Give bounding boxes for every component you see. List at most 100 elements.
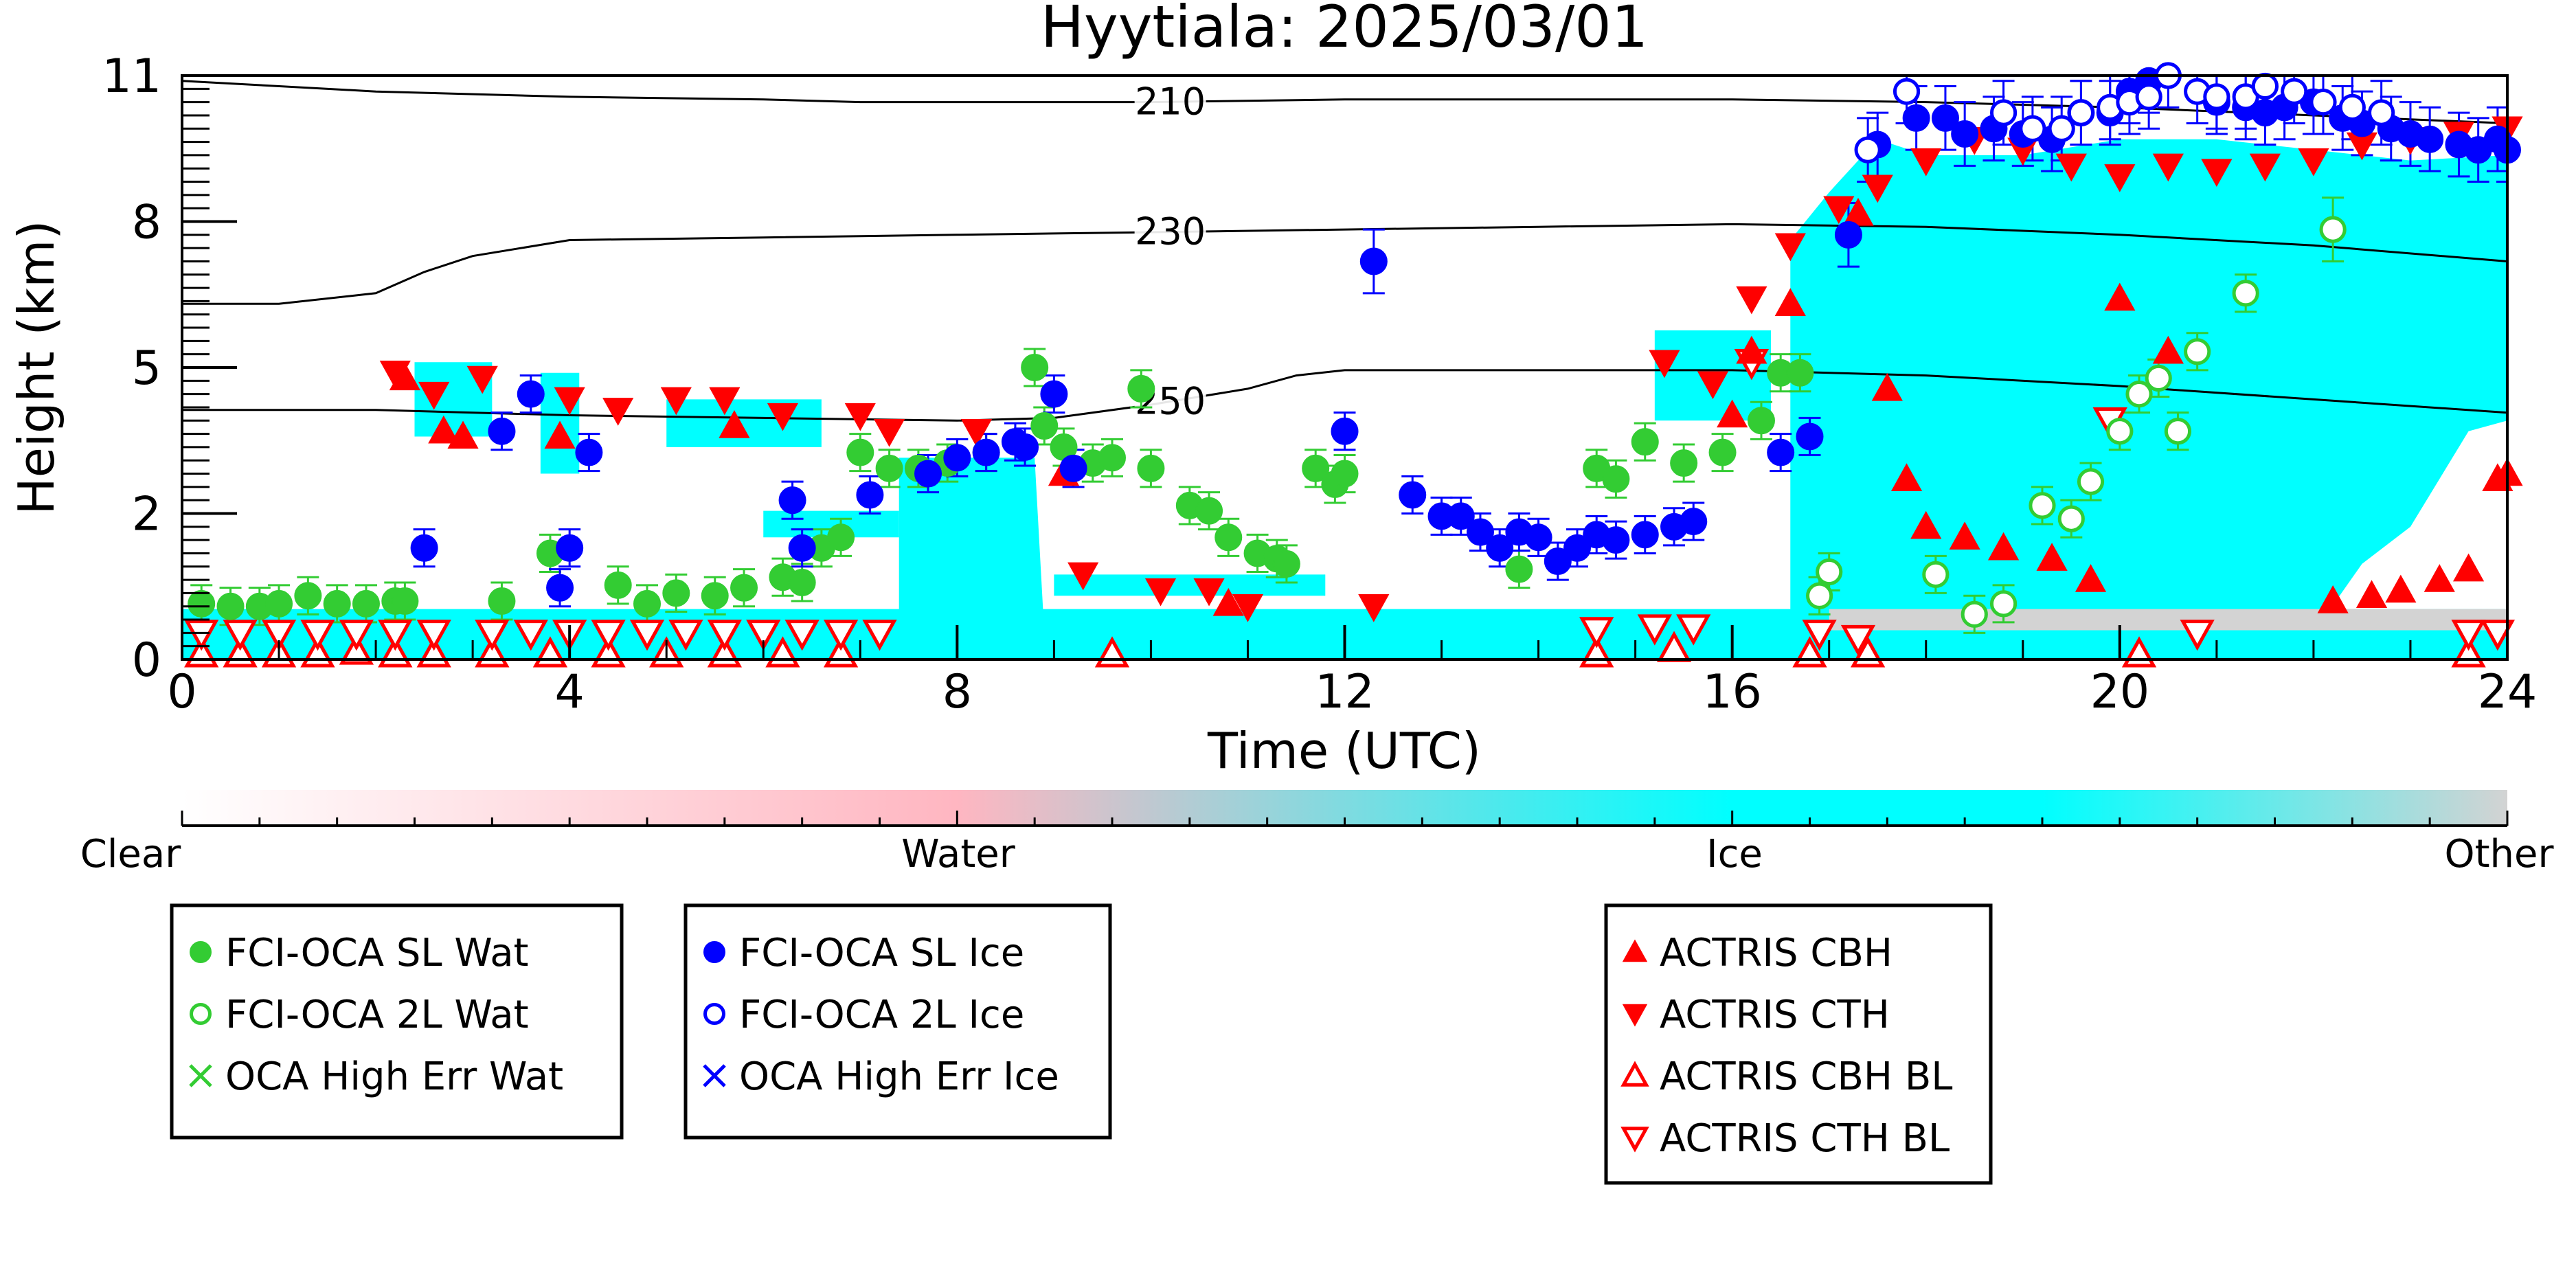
x-tick-label: 12 bbox=[1315, 665, 1375, 719]
point-actris-cbh bbox=[2452, 553, 2485, 582]
point-actris-cth-bl bbox=[378, 620, 413, 651]
legend-marker-stroke bbox=[189, 1064, 212, 1087]
point-actris-cth bbox=[379, 361, 411, 389]
axes: 0 4 8 12 16 20 24 0 2 5 8 11 bbox=[102, 49, 2537, 719]
legend-item-label: OCA High Err Wat bbox=[225, 1054, 563, 1099]
point-fci-oca-2l-wat bbox=[2077, 468, 2105, 495]
point-actris-cth-bl bbox=[184, 620, 219, 651]
point-fci-oca-sl-wat bbox=[1137, 454, 1165, 482]
point-fci-oca-2l-ice bbox=[1893, 78, 1921, 105]
point-actris-cth bbox=[2055, 153, 2087, 182]
point-fci-oca-2l-wat bbox=[1989, 590, 2018, 618]
point-fci-oca-2l-ice bbox=[1854, 136, 1882, 163]
x-axis-label: Time (UTC) bbox=[1207, 722, 1481, 780]
legend-marker bbox=[1622, 1004, 1648, 1027]
legend-marker bbox=[190, 1003, 212, 1025]
point-fci-oca-2l-ice bbox=[1989, 99, 2018, 126]
point-actris-cth bbox=[1736, 286, 1767, 315]
contour-label-bg-230 bbox=[1134, 212, 1206, 251]
region-ice-7 bbox=[1054, 574, 1326, 596]
point-actris-cbh bbox=[1212, 587, 1244, 616]
point-fci-oca-sl-wat bbox=[1747, 407, 1775, 435]
x-tick-label: 4 bbox=[555, 665, 585, 719]
point-fci-oca-sl-wat bbox=[216, 592, 245, 620]
point-actris-cbh bbox=[2385, 574, 2417, 603]
point-fci-oca-sl-wat bbox=[1214, 523, 1243, 552]
point-actris-cbh bbox=[1774, 288, 1806, 316]
point-actris-cth-bl bbox=[862, 620, 897, 651]
point-fci-oca-sl-ice bbox=[1796, 422, 1824, 451]
point-actris-cth-bl bbox=[1802, 620, 1837, 651]
contour-label-bg-210 bbox=[1134, 82, 1206, 122]
contour-230 bbox=[182, 223, 2508, 305]
point-fci-oca-sl-wat bbox=[1272, 550, 1300, 578]
point-fci-oca-sl-ice bbox=[1486, 534, 1514, 562]
point-fci-oca-2l-ice bbox=[2309, 89, 2337, 116]
legend-item-label: FCI-OCA SL Ice bbox=[739, 931, 1024, 975]
point-actris-cth bbox=[1358, 594, 1390, 622]
point-fci-oca-sl-ice bbox=[517, 380, 545, 408]
point-actris-cth bbox=[1910, 148, 1942, 177]
point-fci-oca-sl-wat bbox=[188, 589, 216, 618]
point-actris-cth-bl bbox=[668, 620, 703, 651]
legend-marker bbox=[1620, 1061, 1649, 1087]
point-actris-cth bbox=[960, 419, 993, 447]
point-actris-cbh bbox=[447, 420, 479, 449]
point-fci-oca-sl-wat bbox=[701, 582, 729, 610]
point-actris-cth bbox=[602, 398, 634, 426]
point-actris-cth-bl bbox=[746, 620, 781, 651]
point-actris-cbh bbox=[1949, 521, 1980, 550]
x-tick-label: 0 bbox=[167, 665, 196, 719]
point-fci-oca-sl-ice bbox=[1631, 521, 1659, 549]
point-actris-cbh bbox=[1736, 335, 1767, 364]
point-actris-cth-bl bbox=[261, 620, 297, 651]
y-tick-label: 0 bbox=[132, 633, 161, 688]
point-fci-oca-sl-ice bbox=[1524, 523, 1552, 552]
point-actris-cth-bl bbox=[300, 620, 335, 651]
point-fci-oca-2l-wat bbox=[2232, 280, 2259, 307]
point-actris-cth bbox=[1697, 371, 1729, 400]
contour-label-230: 230 bbox=[1135, 210, 1206, 253]
point-actris-cbh bbox=[2152, 335, 2184, 364]
point-actris-cth-bl bbox=[475, 620, 510, 651]
point-actris-cth-bl bbox=[416, 620, 451, 651]
colorbar-label-ice: Ice bbox=[1706, 832, 1763, 877]
y-tick-label: 5 bbox=[132, 341, 161, 396]
point-fci-oca-2l-wat bbox=[1806, 582, 1833, 609]
point-actris-cth-bl bbox=[2451, 620, 2486, 651]
point-fci-oca-sl-ice bbox=[1902, 104, 1930, 132]
point-fci-oca-sl-ice bbox=[1544, 547, 1572, 576]
point-fci-oca-2l-wat bbox=[2106, 418, 2134, 445]
legend-item-label: OCA High Err Ice bbox=[739, 1054, 1059, 1099]
point-actris-cth bbox=[1193, 578, 1225, 607]
point-fci-oca-2l-wat bbox=[2029, 492, 2056, 519]
point-fci-oca-sl-wat bbox=[1195, 497, 1223, 525]
colorbar-label-water: Water bbox=[901, 832, 1016, 877]
point-actris-cbh bbox=[719, 410, 750, 438]
legend-marker bbox=[703, 941, 725, 963]
point-fci-oca-sl-ice bbox=[546, 574, 574, 602]
point-fci-oca-2l-wat bbox=[2164, 418, 2192, 445]
region-other-9 bbox=[1829, 609, 2507, 631]
legend-box-1: FCI-OCA SL Wat FCI-OCA 2L Wat OCA High Err… bbox=[170, 903, 624, 1140]
region-ice-5 bbox=[763, 510, 899, 538]
point-fci-oca-2l-wat bbox=[2125, 381, 2153, 408]
point-fci-oca-sl-ice bbox=[1359, 247, 1388, 275]
point-actris-cth-bl bbox=[629, 620, 665, 651]
point-actris-cbh bbox=[1890, 463, 1923, 491]
point-fci-oca-2l-wat bbox=[2319, 216, 2347, 243]
point-actris-cth bbox=[2249, 153, 2281, 182]
legend-marker bbox=[1622, 939, 1648, 962]
x-tick-label: 16 bbox=[1702, 665, 1762, 719]
x-tick-label: 24 bbox=[2478, 665, 2538, 719]
point-actris-cth-bl bbox=[339, 620, 374, 651]
point-fci-oca-2l-ice bbox=[2019, 115, 2046, 142]
point-actris-cth bbox=[844, 403, 876, 431]
point-fci-oca-2l-ice bbox=[2338, 93, 2366, 121]
point-actris-cth bbox=[554, 387, 585, 416]
x-tick-label: 20 bbox=[2090, 665, 2150, 719]
point-actris-cbh bbox=[2036, 543, 2068, 571]
point-fci-oca-sl-ice bbox=[1680, 508, 1708, 536]
point-fci-oca-sl-wat bbox=[846, 438, 874, 466]
